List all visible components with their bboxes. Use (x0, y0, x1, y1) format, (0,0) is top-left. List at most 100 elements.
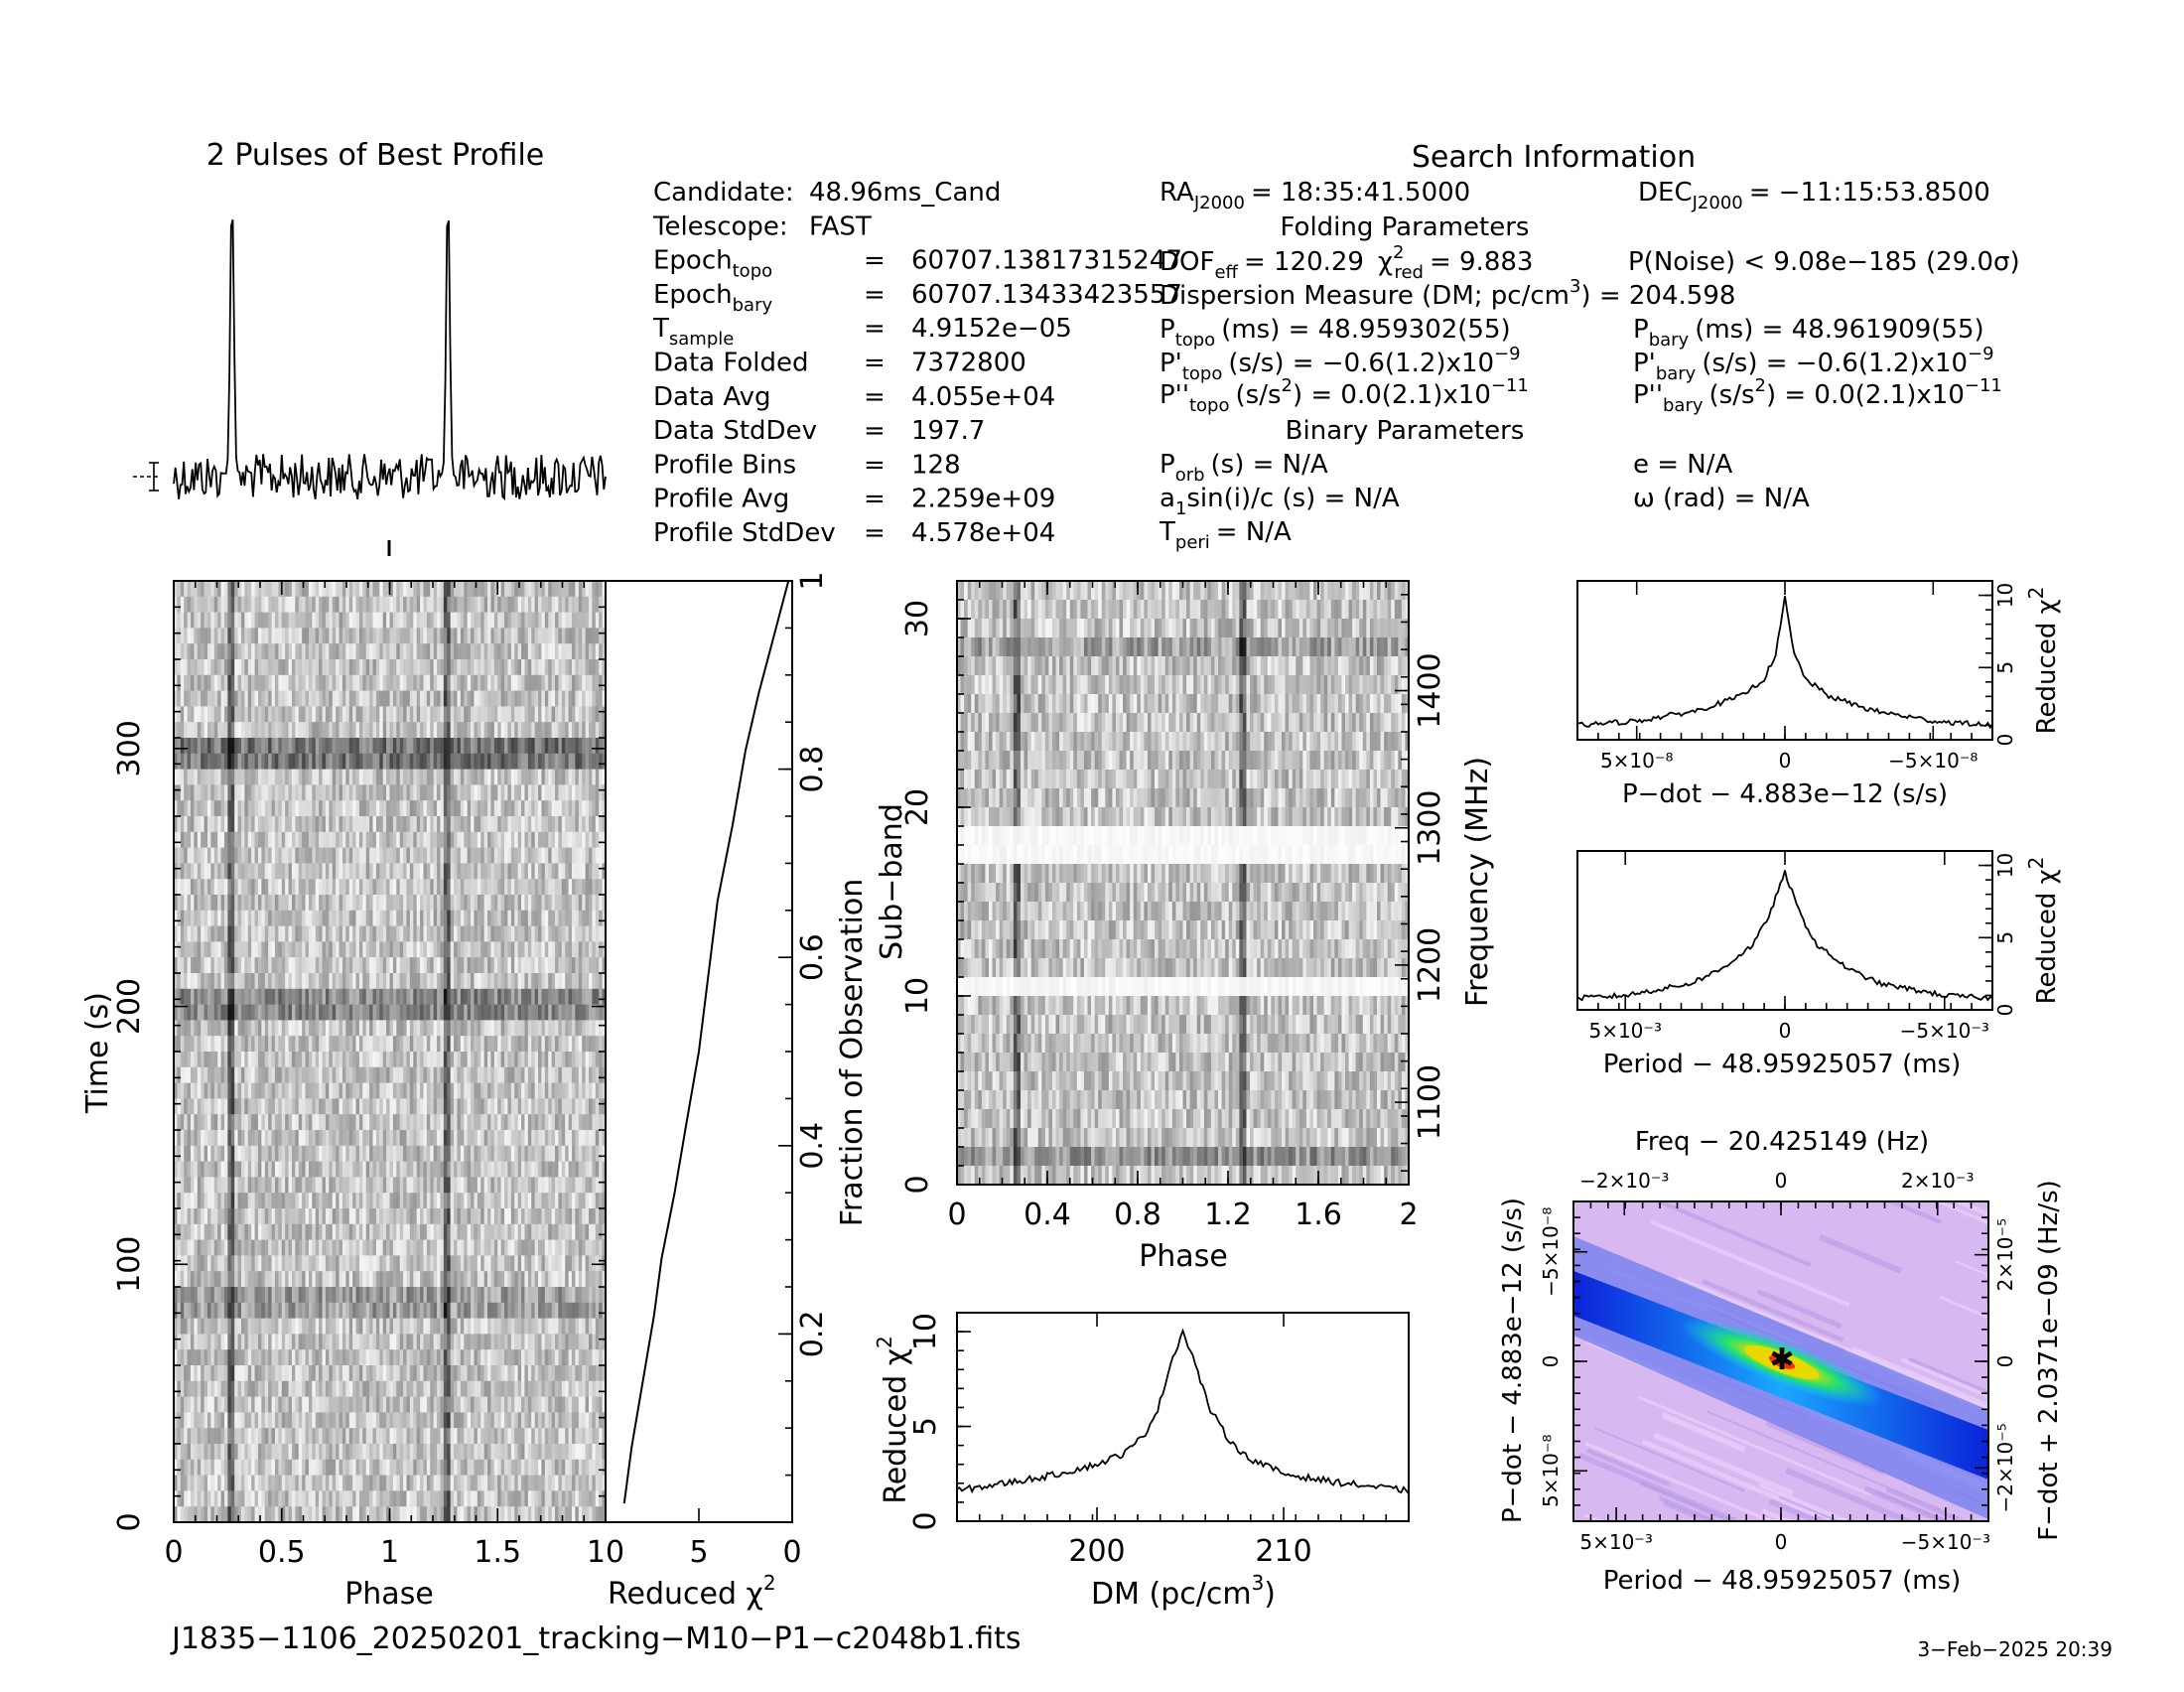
info-row-value: 60707.13817315247 (911, 246, 1182, 276)
info-row: Epochtopo (653, 246, 772, 282)
tick-label: 0.8 (795, 746, 830, 793)
search-info-title: Search Information (1412, 140, 1696, 175)
tick-label: 0 (1993, 1355, 2017, 1368)
dec-line: DECJ2000= −11:15:53.8500 (1638, 178, 1990, 213)
folding-title: Folding Parameters (1281, 212, 1530, 242)
info-row-eq: = (864, 349, 886, 378)
tick-label: 0 (1993, 734, 2017, 747)
tick-label: 5 (1993, 931, 2017, 944)
tick-label: 0.2 (795, 1311, 830, 1358)
tick-label: 2 (1399, 1198, 1418, 1232)
tick-label: 200 (112, 978, 147, 1035)
info-row-eq: = (864, 450, 886, 480)
info-row: Profile Avg (653, 485, 789, 514)
time-phase-heatmap (174, 581, 607, 1523)
info-row-eq: = (864, 382, 886, 412)
best-profile-panel (133, 219, 606, 556)
pdot-ylabel: Reduced χ2 (2024, 587, 2062, 735)
tick-label: 5 (908, 1417, 943, 1436)
best-point-marker: ✱ (1769, 1342, 1794, 1377)
tick-label: 0.8 (1114, 1198, 1161, 1232)
tick-label: 0.4 (795, 1122, 830, 1170)
pnoise-line: P(Noise) < 9.08e−185 (29.0σ) (1628, 247, 2020, 277)
info-row-value: 7372800 (911, 349, 1026, 378)
tick-label: −2×10⁻³ (1579, 1169, 1669, 1193)
dm-xlabel: DM (pc/cm3) (1091, 1571, 1276, 1612)
info-row-eq: = (864, 485, 886, 514)
subband-xlabel: Phase (1139, 1239, 1228, 1274)
info-column-1: Candidate:48.96ms_CandTelescope:FASTEpoc… (652, 178, 1182, 548)
period-ylabel: Reduced χ2 (2024, 857, 2062, 1005)
time-chi2-line (624, 581, 788, 1503)
info-row: Profile Bins (653, 450, 796, 480)
tick-label: 0 (1993, 1004, 2017, 1017)
freq-title: Freq − 20.425149 (Hz) (1635, 1127, 1929, 1157)
tick-label: −2×10⁻⁵ (1993, 1423, 2017, 1512)
info-row-value: 197.7 (911, 416, 985, 446)
tperi-line: Tperi= N/A (1159, 517, 1292, 553)
tick-label: −5×10⁻⁸ (1539, 1207, 1563, 1297)
ra-line: RAJ2000= 18:35:41.5000 (1160, 178, 1470, 213)
info-row-value: 60707.13433423557 (911, 280, 1182, 310)
ecc-line: e = N/A (1633, 450, 1733, 480)
tick-label: 5 (1993, 661, 2017, 674)
tick-label: 0.4 (1024, 1198, 1071, 1232)
tick-label: 1.5 (474, 1535, 521, 1570)
tick-label: 5×10⁻³ (1579, 1530, 1653, 1554)
tick-label: 0 (1779, 749, 1792, 773)
tick-label: 1300 (1413, 790, 1447, 866)
info-row-value: 4.055e+04 (911, 382, 1055, 412)
tick-label: 0 (164, 1535, 183, 1570)
tick-label: 10 (1993, 583, 2017, 608)
tick-label: 200 (1068, 1534, 1125, 1569)
tick-label: 0 (908, 1511, 943, 1530)
tick-label: 1.2 (1204, 1198, 1252, 1232)
info-column-2: RAJ2000= 18:35:41.5000 DECJ2000= −11:15:… (1159, 178, 2020, 553)
info-row-value: 2.259e+09 (911, 485, 1055, 514)
info-row-value: 4.578e+04 (911, 518, 1055, 548)
tick-label: 10 (900, 977, 935, 1015)
tick-label: 0.6 (795, 933, 830, 981)
tick-label: 0 (947, 1198, 966, 1232)
fdot-ylabel: F−dot + 2.0371e−09 (Hz/s) (2034, 1180, 2064, 1541)
tick-label: 2×10⁻³ (1901, 1169, 1975, 1193)
info-row-eq: = (864, 246, 886, 276)
tick-label: 10 (908, 1313, 943, 1350)
pdot-chi2-line (1577, 596, 1992, 727)
time-phase-xlabel: Phase (344, 1577, 434, 1612)
asini-line: a1sin(i)/c (s) = N/A (1160, 484, 1400, 519)
period-xlabel: Period − 48.95925057 (ms) (1603, 1050, 1962, 1079)
info-row: Telescope: (652, 212, 788, 241)
tick-label: 5×10⁻⁸ (1600, 749, 1674, 773)
dm-chi2-line (957, 1331, 1409, 1493)
tick-label: 30 (900, 600, 935, 637)
tick-label: 0 (1775, 1530, 1788, 1554)
subband-phase-heatmap (957, 581, 1410, 1186)
tick-label: 1 (380, 1535, 399, 1570)
info-row: Epochbary (653, 280, 772, 316)
tick-label: 0 (1775, 1169, 1788, 1193)
tick-label: 0 (112, 1512, 147, 1531)
porb-line: Porb(s) = N/A (1160, 450, 1328, 486)
info-row: Tsample (652, 314, 734, 350)
tick-label: 100 (112, 1236, 147, 1293)
tick-label: 2×10⁻⁵ (1993, 1218, 2017, 1292)
period-chi2-frame (1577, 851, 1992, 1010)
dm-line: Dispersion Measure (DM; pc/cm3) = 204.59… (1160, 276, 1735, 311)
time-chi2-ylabel: Fraction of Observation (835, 879, 870, 1226)
subband-ylabel: Sub−band (875, 803, 909, 960)
ptopo-line: Ptopo(ms) = 48.959302(55) (1160, 315, 1511, 351)
tick-label: 0.5 (258, 1535, 306, 1570)
